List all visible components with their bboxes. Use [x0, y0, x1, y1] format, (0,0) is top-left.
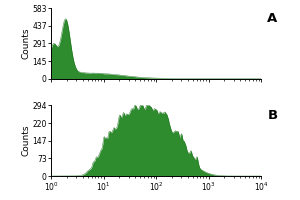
- Y-axis label: Counts: Counts: [22, 28, 31, 59]
- Y-axis label: Counts: Counts: [22, 125, 31, 156]
- Text: B: B: [267, 109, 278, 122]
- Text: A: A: [267, 12, 278, 25]
